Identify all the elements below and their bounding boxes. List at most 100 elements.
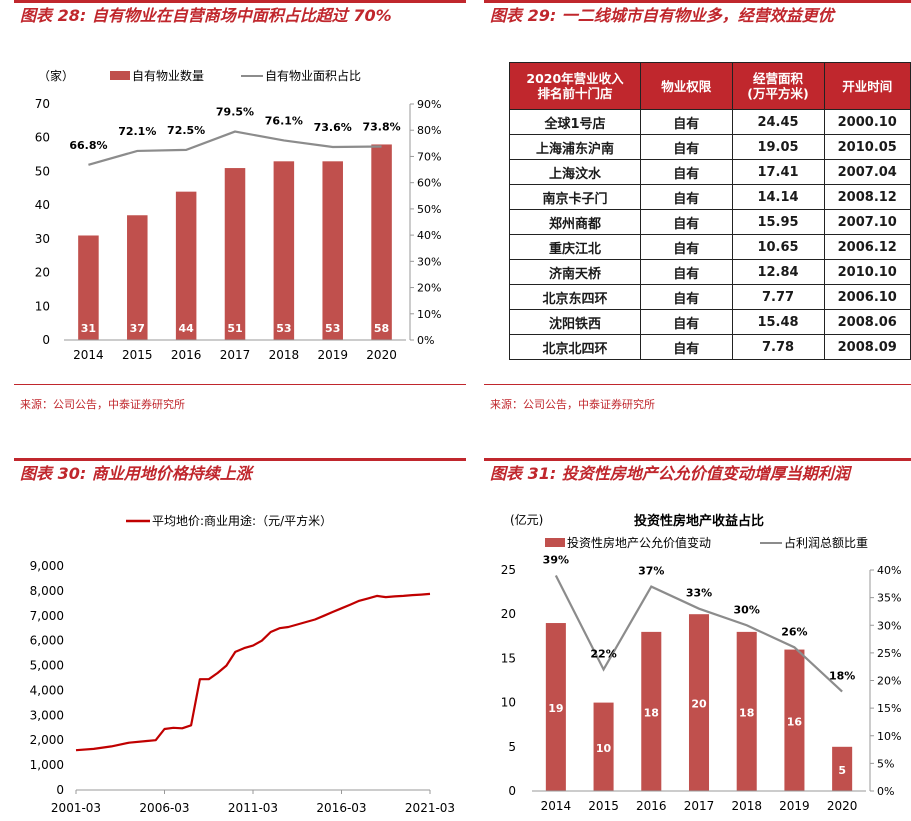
table-row: 全球1号店 自有 24.45 2000.10 (508, 109, 911, 135)
x-tick: 2018 (269, 348, 300, 362)
left-axis-unit: (亿元) (510, 512, 543, 527)
ownership-cell: 自有 (640, 184, 733, 210)
line-value-label: 72.1% (118, 125, 156, 138)
bar (224, 168, 246, 340)
y-tick-left: 50 (35, 164, 50, 178)
y-tick-right: 25% (877, 647, 901, 660)
table-body: 全球1号店 自有 24.45 2000.10 上海浦东沪南 自有 19.05 2010.05 上… (508, 109, 911, 360)
bar-value-label: 18 (644, 706, 659, 719)
area-cell: 10.65 (731, 234, 825, 260)
line-series (88, 130, 382, 166)
chart-28-source-rule (14, 384, 466, 385)
x-tick: 2019 (779, 799, 810, 813)
ownership-cell: 自有 (640, 334, 733, 360)
y-tick-right: 10% (877, 730, 901, 743)
bar (127, 215, 148, 340)
ownership-cell: 自有 (640, 309, 733, 335)
chart-30-title: 图表 30: 商业用地价格持续上涨 (14, 458, 466, 491)
table-29-title: 图表 29: 一二线城市自有物业多，经营效益更优 (484, 0, 911, 33)
y-tick-left: 60 (35, 131, 50, 145)
bar-value-label: 53 (325, 322, 340, 335)
x-tick: 2021-03 (405, 801, 455, 815)
y-tick-right: 0% (417, 334, 434, 347)
legend-label-line: 占利润总额比重 (784, 535, 868, 550)
store-table: 2020年营业收入 排名前十门店 物业权限 经营面积 (万平方米) 开业时间 全… (508, 62, 911, 360)
ownership-cell: 自有 (640, 109, 733, 135)
open-date-cell: 2000.10 (823, 109, 911, 135)
y-tick: 7,000 (30, 609, 64, 623)
bar-value-label: 19 (548, 702, 563, 715)
table-header-row: 2020年营业收入 排名前十门店 物业权限 经营面积 (万平方米) 开业时间 (508, 62, 911, 110)
open-date-cell: 2006.12 (823, 234, 911, 260)
area-cell: 12.84 (731, 259, 825, 285)
line-value-label: 72.5% (167, 124, 205, 137)
line-value-label: 66.8% (69, 139, 107, 152)
store-name-cell: 上海汶水 (508, 159, 642, 185)
store-name-cell: 济南天桥 (508, 259, 642, 285)
ownership-cell: 自有 (640, 234, 733, 260)
chart-28-svg: （家） 自有物业数量 自有物业面积占比 0 10 20 30 40 50 60 70 0% 10% 20%… (35, 68, 442, 362)
area-cell: 15.95 (731, 209, 825, 235)
line-value-label: 73.6% (314, 121, 352, 134)
line-value-label: 37% (638, 565, 664, 578)
area-cell: 7.78 (731, 334, 825, 360)
open-date-cell: 2008.06 (823, 309, 911, 335)
ownership-cell: 自有 (640, 134, 733, 160)
bar (688, 614, 710, 791)
table-row: 重庆江北 自有 10.65 2006.12 (508, 234, 911, 260)
bar-value-label: 5 (838, 764, 846, 777)
chart-31-title: 图表 31: 投资性房地产公允价值变动增厚当期利润 (484, 458, 911, 491)
bar-value-label: 16 (787, 715, 803, 728)
bar (273, 161, 295, 340)
y-tick: 2,000 (30, 733, 64, 747)
ownership-cell: 自有 (640, 209, 733, 235)
y-tick: 4,000 (30, 683, 64, 697)
y-tick-right: 20% (417, 282, 441, 295)
col-ownership: 物业权限 (640, 62, 733, 110)
col-open-date: 开业时间 (823, 62, 911, 110)
col-store: 2020年营业收入 排名前十门店 (508, 62, 642, 110)
y-tick-right: 30% (417, 255, 441, 268)
x-tick: 2001-03 (51, 801, 101, 815)
bar (832, 746, 853, 791)
x-tick: 2011-03 (228, 801, 278, 815)
y-tick: 0 (56, 783, 64, 797)
panel-chart-28: 图表 28: 自有物业在自营商场中面积占比超过 70% （家） 自有物业数量 自有物… (14, 0, 466, 420)
y-tick-right: 70% (417, 150, 441, 163)
x-tick: 2015 (122, 348, 153, 362)
store-name-cell: 北京北四环 (508, 334, 642, 360)
bar (736, 631, 757, 791)
legend-swatch-bar (110, 71, 130, 80)
panel-chart-30: 图表 30: 商业用地价格持续上涨 平均地价:商业用途:（元/平方米） 0 1,00… (14, 458, 466, 821)
open-date-cell: 2007.04 (823, 159, 911, 185)
area-cell: 14.14 (731, 184, 825, 210)
y-tick: 3,000 (30, 708, 64, 722)
open-date-cell: 2010.10 (823, 259, 911, 285)
legend-label-line: 自有物业面积占比 (265, 68, 361, 83)
y-tick: 1,000 (30, 758, 64, 772)
bar (175, 191, 197, 340)
table-row: 济南天桥 自有 12.84 2010.10 (508, 259, 911, 285)
y-tick-left: 15 (501, 651, 516, 665)
panel-chart-31: 图表 31: 投资性房地产公允价值变动增厚当期利润 投资性房地产收益占比 (亿元)… (484, 458, 911, 821)
y-tick-left: 10 (35, 299, 50, 313)
store-name-cell: 郑州商都 (508, 209, 642, 235)
area-cell: 17.41 (731, 159, 825, 185)
x-tick: 2016-03 (316, 801, 366, 815)
y-tick-right: 40% (417, 229, 441, 242)
y-tick: 9,000 (30, 559, 64, 573)
table-29-source-rule (484, 384, 911, 385)
table-29-source: 来源：公司公告，中泰证券研究所 (490, 398, 655, 411)
x-tick: 2019 (317, 348, 348, 362)
chart-title: 投资性房地产收益占比 (634, 513, 764, 529)
bar-value-label: 37 (130, 322, 145, 335)
y-tick-right: 40% (877, 564, 901, 577)
line-value-label: 33% (686, 587, 712, 600)
y-tick-right: 10% (417, 308, 441, 321)
y-tick-right: 30% (877, 619, 901, 632)
y-tick-right: 0% (877, 785, 894, 798)
bar-value-label: 18 (739, 706, 754, 719)
area-cell: 15.48 (731, 309, 825, 335)
y-tick-right: 80% (417, 124, 441, 137)
y-tick-left: 5 (508, 740, 516, 754)
